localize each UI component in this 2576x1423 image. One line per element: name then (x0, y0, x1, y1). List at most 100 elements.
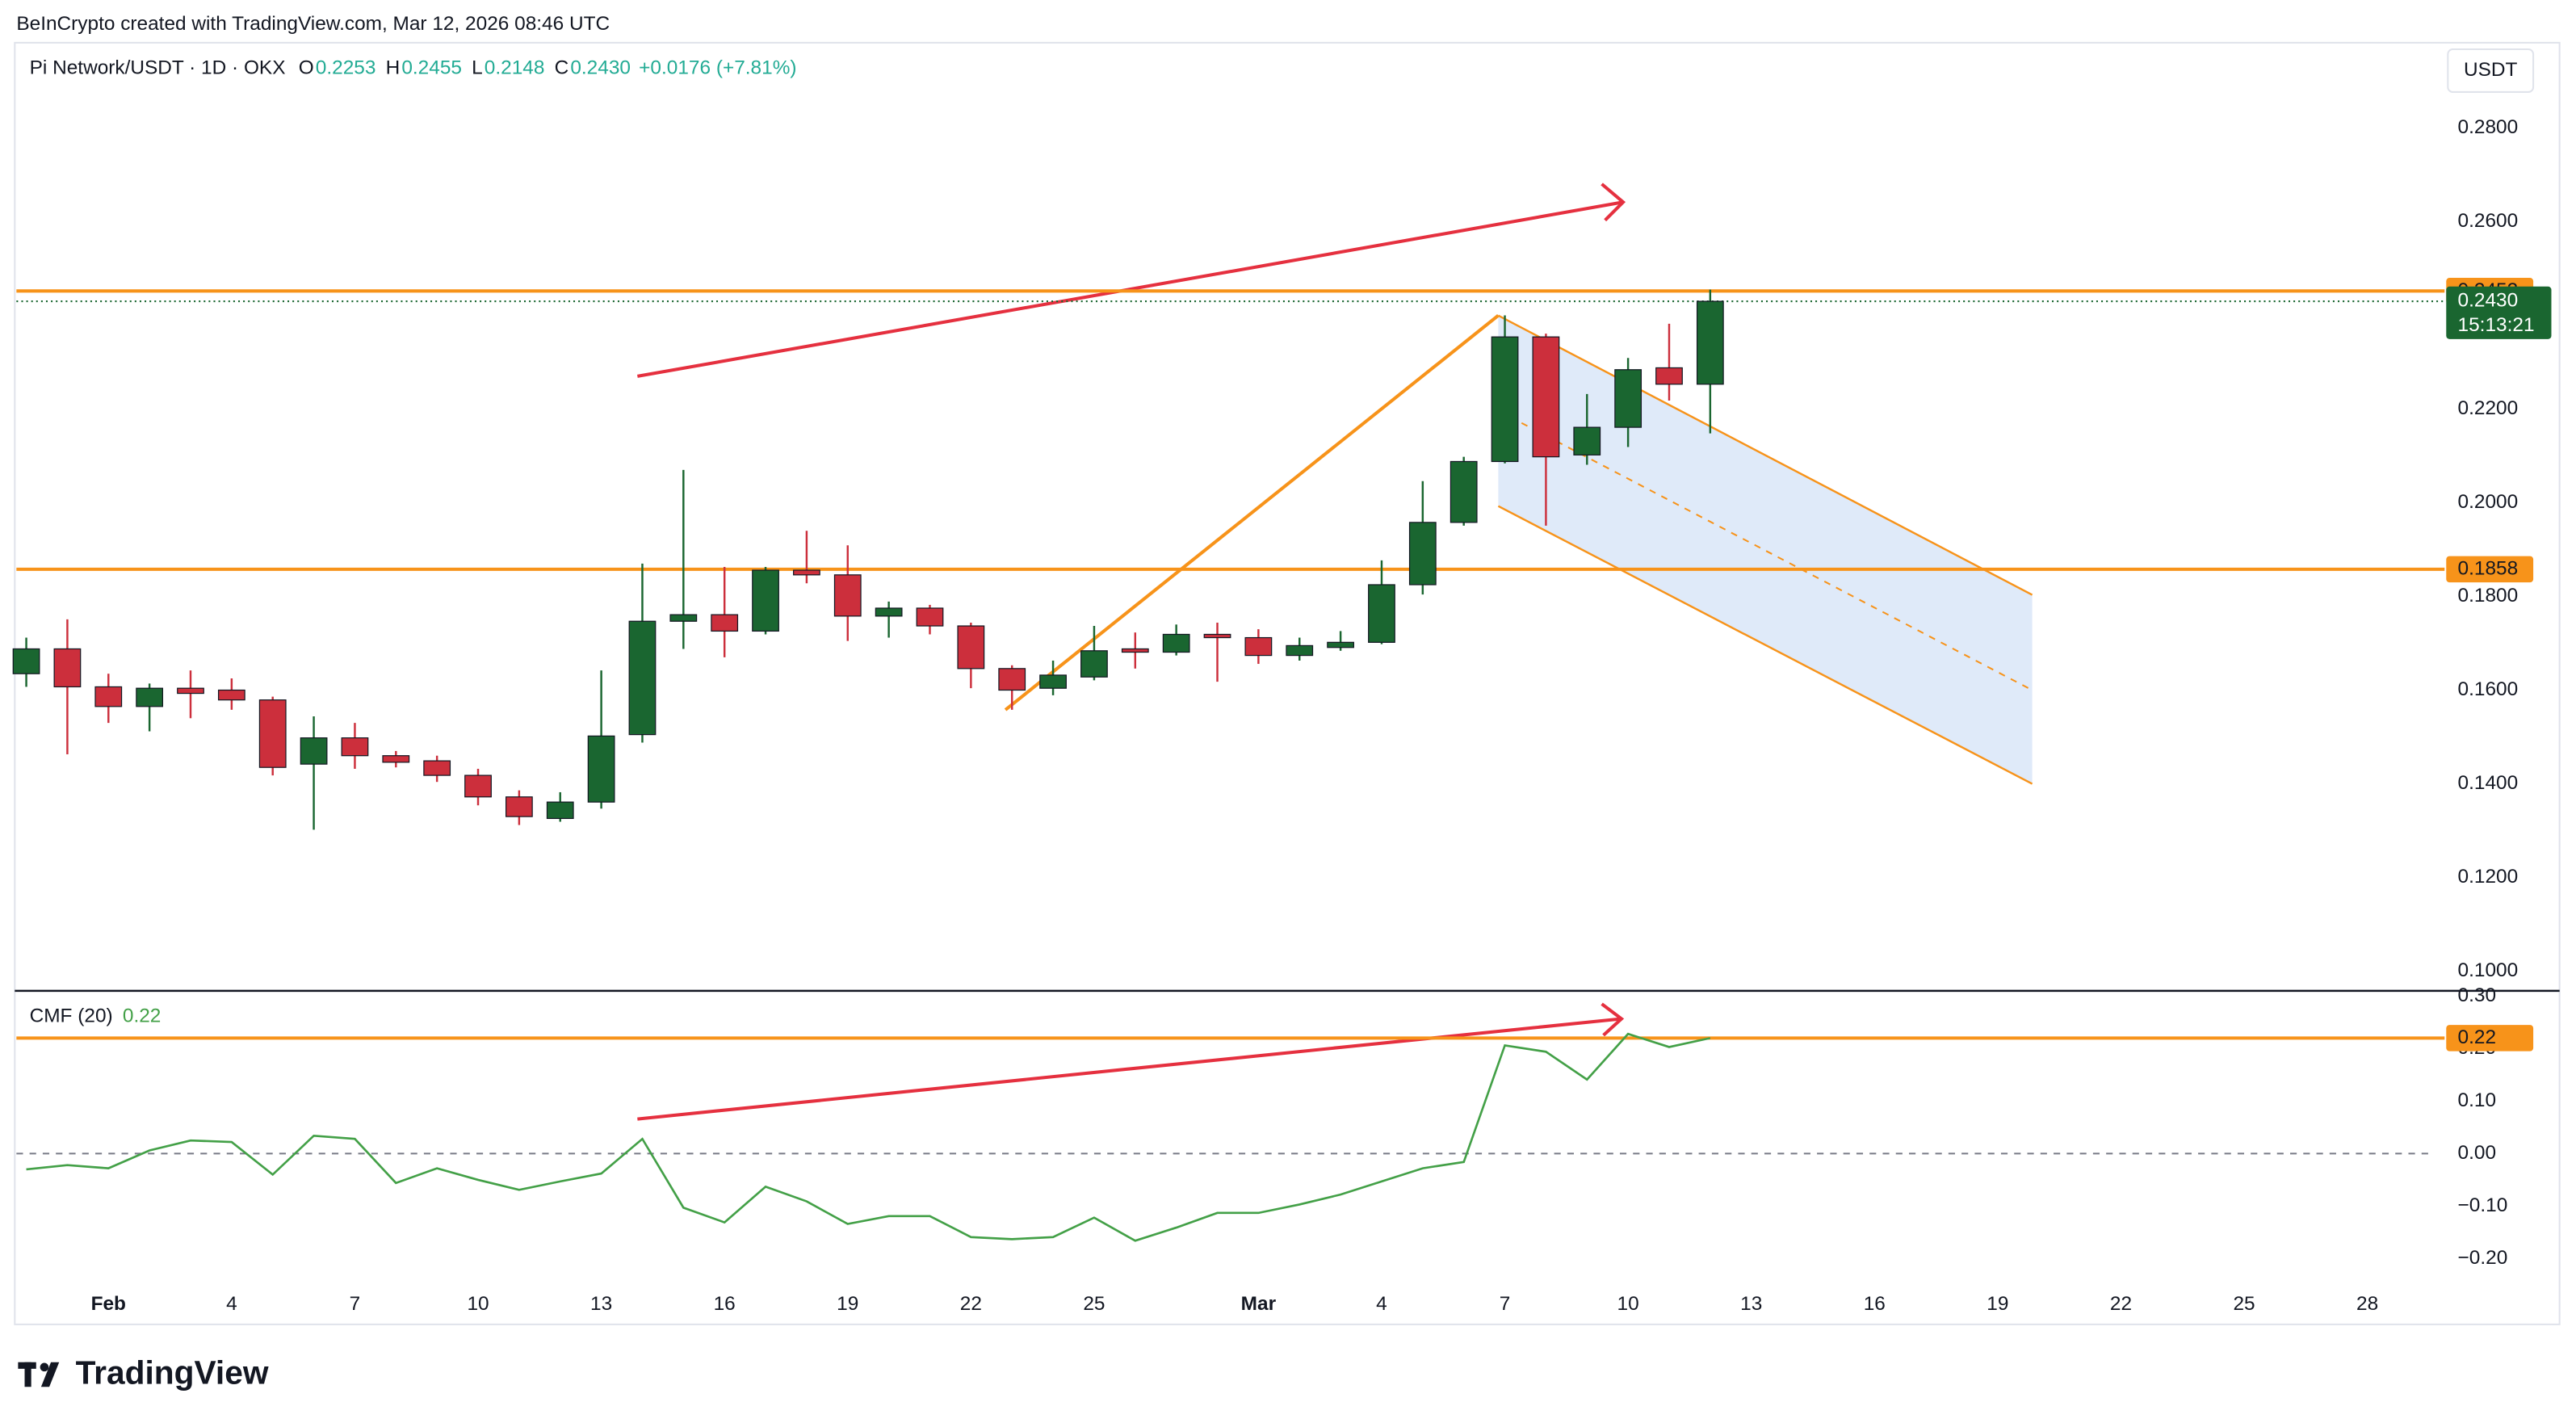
y-tick-label: 0.1200 (2458, 866, 2519, 888)
candle-body (752, 569, 779, 632)
candle-body (1491, 336, 1519, 463)
candle-body (546, 801, 574, 820)
candle-body (1573, 426, 1601, 455)
cmf-arrow-head (1601, 1002, 1625, 1037)
y-tick-label: 0.10 (2458, 1089, 2497, 1111)
ohlc-key: C (555, 57, 569, 79)
price-arrow-head (1601, 183, 1626, 222)
currency-box (2447, 48, 2535, 93)
level-label-box (2446, 556, 2534, 583)
candle-body (916, 607, 944, 627)
y-tick-label: 0.2200 (2458, 397, 2519, 419)
candle-body (587, 735, 615, 803)
ohlc-change: +0.0176 (+7.81%) (639, 57, 796, 79)
x-tick-label: 13 (1740, 1293, 1762, 1315)
logo-part (40, 1362, 49, 1372)
level-label: 0.1858 (2458, 557, 2519, 579)
x-tick-label: 19 (1987, 1293, 2008, 1315)
ohlc-value: 0.2253 (316, 57, 376, 79)
legend: CMF (20) 0.22 (30, 1005, 162, 1027)
cmf-trend-arrow (637, 1017, 1622, 1121)
last-price-label: 0.2430 (2458, 290, 2519, 312)
y-tick-label: 0.30 (2458, 984, 2497, 1006)
candle-body (957, 625, 985, 670)
candle-body (505, 796, 533, 817)
logo-part (24, 1362, 31, 1387)
candle-body (464, 774, 492, 798)
candle-body (1655, 367, 1683, 385)
x-tick-label: 13 (590, 1293, 612, 1315)
y-tick-label: 0.2600 (2458, 210, 2519, 232)
cmf-line (26, 1032, 1711, 1242)
legend-name: CMF (20) (30, 1005, 113, 1027)
symbol-header: Pi Network/USDT · 1D · OKX O 0.2253 H 0.2455… (30, 57, 797, 79)
candle-body (1203, 633, 1231, 639)
channel-top (1497, 314, 2033, 596)
x-tick-label: 7 (350, 1293, 361, 1315)
x-tick-label: 19 (837, 1293, 858, 1315)
y-tick-label: 0.1000 (2458, 959, 2519, 981)
candle-body (382, 755, 410, 763)
x-tick-label: Feb (91, 1293, 126, 1315)
candle-body (833, 574, 862, 617)
candle-body (711, 614, 739, 632)
y-tick-label: −0.20 (2458, 1247, 2508, 1269)
candle-body (1532, 336, 1560, 458)
x-tick-label: 10 (1617, 1293, 1639, 1315)
channel-mid (1497, 409, 2033, 691)
candle-body (1614, 369, 1643, 428)
ohlc-key: H (386, 57, 401, 79)
y-tick-label: 0.2000 (2458, 491, 2519, 513)
candle-body (793, 569, 820, 576)
candle-body (1162, 633, 1190, 653)
symbol-title: Pi Network/USDT · 1D · OKX (30, 57, 286, 79)
x-tick-label: 4 (226, 1293, 237, 1315)
x-tick-label: 25 (1083, 1293, 1105, 1315)
logo-part (40, 1362, 60, 1387)
candle-body (12, 648, 40, 674)
level-label-box (2446, 1025, 2534, 1052)
candle-body (1244, 636, 1273, 657)
countdown: 15:13:21 (2458, 314, 2535, 336)
ohlc-value: 0.2148 (485, 57, 545, 79)
candle-body (875, 607, 903, 617)
candle-body (341, 737, 369, 757)
x-tick-label: 4 (1376, 1293, 1387, 1315)
y-tick-label: 0.2800 (2458, 116, 2519, 138)
candle-body (53, 648, 82, 688)
x-tick-label: 28 (2356, 1293, 2378, 1315)
candle-body (1327, 641, 1354, 649)
currency: USDT (2464, 59, 2518, 81)
price-trend-arrow (637, 200, 1624, 378)
y-tick-label: 0.00 (2458, 1142, 2497, 1164)
candle-body (1408, 522, 1437, 586)
x-tick-label: 16 (1864, 1293, 1886, 1315)
footer-brand: TradingView (76, 1354, 269, 1392)
candle-body (1080, 650, 1108, 678)
x-tick-label: 22 (2110, 1293, 2132, 1315)
attribution: BeInCrypto created with TradingView.com,… (16, 13, 610, 35)
candle-body (669, 614, 698, 622)
ohlc-value: 0.2455 (401, 57, 462, 79)
candle-body (177, 687, 204, 695)
candle-body (1368, 584, 1395, 643)
y-tick-label: 0.1600 (2458, 678, 2519, 700)
candle-body (94, 686, 123, 707)
y-tick-label: −0.10 (2458, 1194, 2508, 1216)
level-label: 0.22 (2458, 1026, 2497, 1048)
ohlc-key: O (299, 57, 314, 79)
x-tick-label: 10 (467, 1293, 489, 1315)
pole-line (1004, 314, 1500, 712)
x-tick-label: 7 (1500, 1293, 1511, 1315)
candle-body (1450, 460, 1478, 523)
ohlc-value: 0.2430 (570, 57, 631, 79)
candle-body (136, 687, 164, 707)
candle-body (1286, 644, 1314, 657)
x-tick-label: 25 (2233, 1293, 2255, 1315)
legend-value: 0.22 (123, 1005, 162, 1027)
candle-body (423, 760, 451, 776)
channel-bottom (1497, 505, 2033, 785)
candle-body (1121, 648, 1149, 653)
